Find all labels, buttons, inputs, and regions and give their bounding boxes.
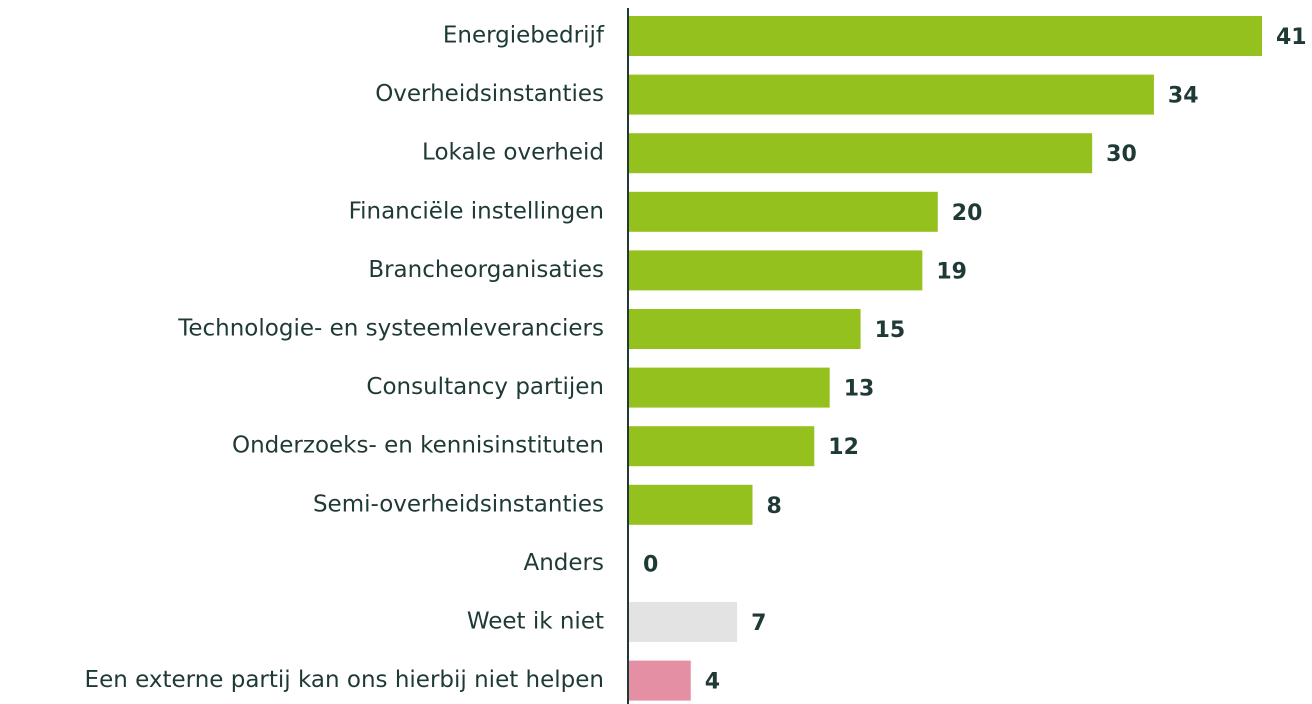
category-label: Overheidsinstanties (375, 81, 604, 107)
bar (629, 133, 1093, 174)
bar (629, 602, 738, 642)
category-label: Energiebedrijf (443, 23, 605, 49)
category-label: Financiële instellingen (349, 198, 604, 224)
value-label: 19 (936, 259, 967, 284)
value-label: 8 (767, 494, 782, 519)
category-label: Anders (524, 550, 605, 576)
value-label: 30 (1106, 142, 1137, 167)
value-label: 13 (844, 377, 875, 402)
category-label: Consultancy partijen (366, 374, 604, 400)
category-label: Brancheorganisaties (368, 257, 604, 283)
category-label: Lokale overheid (422, 140, 604, 166)
category-label: Semi-overheidsinstanties (313, 491, 604, 517)
bar (629, 484, 753, 525)
bar (629, 309, 861, 349)
bar (629, 74, 1154, 115)
bar (629, 16, 1262, 56)
value-label: 7 (751, 611, 766, 636)
category-label: Weet ik niet (467, 609, 604, 635)
value-label: 12 (828, 435, 859, 460)
category-label: Onderzoeks- en kennisinstituten (232, 433, 604, 459)
category-label: Een externe partij kan ons hierbij niet … (85, 667, 604, 693)
value-label: 15 (875, 318, 906, 343)
bar (629, 426, 815, 467)
bar (629, 367, 830, 408)
value-label: 41 (1276, 25, 1307, 50)
category-label: Technologie- en systeemleveranciers (177, 316, 604, 342)
value-label: 20 (952, 201, 983, 226)
bar (629, 250, 923, 291)
value-label: 0 (643, 552, 658, 577)
bar (629, 660, 691, 701)
value-label: 34 (1168, 84, 1199, 109)
bar (629, 191, 938, 232)
value-label: 4 (705, 670, 720, 695)
